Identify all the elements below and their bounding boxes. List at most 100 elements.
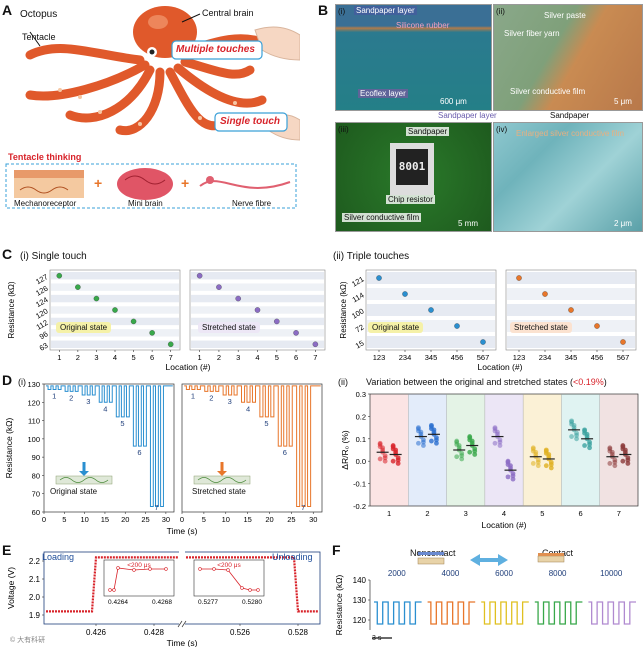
d-ii-data-point [607, 461, 613, 466]
nerve-fibre-sketch [199, 180, 291, 189]
d-touch-label: 1 [191, 391, 195, 400]
d-ii-data-point [620, 446, 626, 452]
d-ii-data-point [459, 456, 465, 462]
d-ii-ytick-label: -0.1 [353, 480, 366, 489]
c-xtick-label: 567 [617, 353, 630, 362]
f-segment-trace [534, 601, 583, 625]
d-ii-data-point [377, 444, 383, 450]
d-trace-line [184, 385, 321, 508]
e-xtick-label: 0.528 [288, 628, 309, 637]
d-touch-label: 3 [228, 397, 232, 406]
d-ii-xtick-label: 2 [425, 509, 429, 518]
d-ii-group-band [370, 394, 409, 506]
c-i-xlabel: Location (#) [166, 362, 211, 372]
c-row-band [191, 340, 324, 348]
e-inset-point [116, 566, 120, 570]
scale-iv: 2 μm [614, 219, 632, 228]
f-segment-trace [588, 601, 636, 625]
c-ytick-label: 124 [34, 295, 49, 309]
d-ii-ylabel: ΔR/R₀ (%) [340, 430, 350, 470]
tentacle-label: Tentacle [22, 32, 56, 42]
d-ii-data-point [467, 449, 473, 455]
d-ii-xtick-label: 1 [387, 509, 391, 518]
f-double-arrow-icon [470, 554, 508, 566]
d-touch-label: 7 [301, 503, 305, 512]
d-touch-label: 4 [246, 404, 250, 413]
c-xtick-label: 2 [217, 353, 221, 362]
d-ii-data-point [548, 465, 554, 471]
d-ii-data-point [456, 445, 462, 451]
silver-fiber-yarn-label: Silver fiber yarn [504, 29, 560, 38]
d-ytick-label: 80 [32, 471, 40, 480]
c-xtick-label: 4 [113, 353, 117, 362]
d-ii-data-point [587, 445, 592, 451]
f-segment-label: 6000 [495, 569, 513, 578]
f-segment-label: 2000 [388, 569, 406, 578]
multiple-touches-label: Multiple touches [176, 44, 255, 55]
d-ii-data-point [454, 442, 460, 447]
d-press-arrowhead-icon [79, 471, 89, 476]
d-ii-data-point [377, 456, 383, 462]
d-touch-label: 2 [69, 393, 73, 402]
d-sensor-wire [197, 477, 247, 483]
mechanoreceptor-label: Mechanoreceptor [14, 199, 77, 208]
chart-e: 1.9 2.0 2.1 2.2 0.426 0.428 0.526 0.528 Voltage … [6, 551, 321, 647]
c-xtick-label: 5 [131, 353, 135, 362]
c-ytick-label: 114 [351, 291, 366, 305]
scale-ii: 5 μm [614, 97, 632, 106]
d-ii-data-point [416, 440, 421, 446]
d-i-tag: (i) [18, 377, 26, 387]
d-ii-data-point [620, 458, 626, 464]
e-inset-note: <200 μs [217, 562, 241, 569]
d-ii-xtick-label: 5 [540, 509, 544, 518]
e-ylabel: Voltage (V) [6, 567, 16, 609]
d-ii-data-point [416, 425, 421, 430]
e-inset-point [226, 568, 230, 572]
c-data-point [149, 330, 155, 336]
d-ii-data-point [607, 448, 613, 454]
c-data-point [620, 339, 626, 345]
d-ii-xlabel: Location (#) [482, 520, 527, 530]
c-xtick-label: 5 [275, 353, 279, 362]
f-segment-trace [427, 601, 476, 625]
d-touch-label: 7 [154, 503, 158, 512]
d-touch-label: 6 [137, 448, 141, 457]
single-touch-label: Single touch [220, 116, 280, 127]
c-row-band [51, 340, 179, 348]
e-inset-xtick-label: 0.4268 [152, 599, 172, 606]
d-xtick-label: 10 [80, 515, 88, 524]
d-ii-xtick-label: 4 [502, 509, 506, 518]
silver-paste-label: Silver paste [544, 11, 586, 20]
d-ytick-label: 90 [32, 453, 40, 462]
c-row-band [51, 329, 179, 337]
d-ii-data-point [510, 473, 516, 479]
f-segment-label: 10000 [600, 569, 623, 578]
d-xtick-label: 5 [202, 515, 206, 524]
d-ii-data-point [533, 452, 539, 457]
d-ii-ytick-label: -0.2 [353, 502, 366, 511]
d-ii-data-point [607, 445, 613, 451]
c-data-point [293, 330, 299, 336]
e-break-mark [181, 620, 187, 628]
d-xtick-label: 30 [162, 515, 170, 524]
c-row-band [367, 336, 495, 348]
silver-film-label-iii: Silver conductive film [342, 213, 422, 222]
d-ii-data-point [382, 458, 388, 464]
e-inset-point [198, 567, 202, 571]
d-xtick-label: 10 [222, 515, 230, 524]
d-ii-data-point [543, 450, 549, 456]
d-ii-data-point [582, 430, 587, 436]
e-inset-point [256, 588, 260, 592]
micro-ii-tag: (ii) [496, 7, 505, 16]
d-ytick-label: 60 [32, 508, 40, 517]
d-xtick-label: 15 [101, 515, 109, 524]
d-ii-data-point [472, 452, 478, 457]
d-ii-data-point [574, 433, 579, 438]
c-ytick-label: 96 [38, 329, 50, 341]
f-noncontact-top-icon [418, 552, 444, 555]
f-segment-label: 8000 [549, 569, 567, 578]
d-ii-data-point [382, 455, 388, 461]
mid-sandpaper-layer: Sandpaper layer [438, 111, 497, 120]
d-plot-frame [181, 383, 323, 513]
e-inset-xtick-label: 0.4264 [108, 599, 128, 606]
